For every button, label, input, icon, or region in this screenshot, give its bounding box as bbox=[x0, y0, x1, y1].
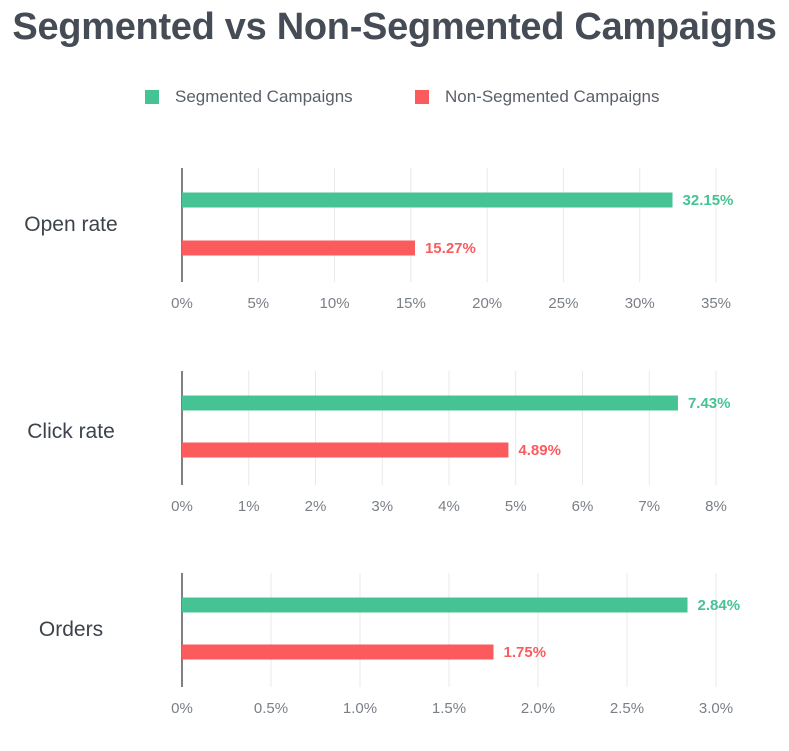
tick-label-click-rate-1: 1% bbox=[238, 498, 260, 515]
data-label-orders-segmented: 2.84% bbox=[698, 597, 741, 614]
tick-label-orders-3: 1.5% bbox=[432, 700, 466, 717]
tick-label-open-rate-3: 15% bbox=[396, 295, 426, 312]
tick-label-open-rate-2: 10% bbox=[320, 295, 350, 312]
category-label-open-rate: Open rate bbox=[24, 213, 117, 236]
category-label-click-rate: Click rate bbox=[27, 420, 115, 443]
bar-click-rate-segmented bbox=[182, 395, 678, 411]
tick-label-click-rate-4: 4% bbox=[438, 498, 460, 515]
legend-item-non-segmented: Non-Segmented Campaigns bbox=[415, 86, 660, 108]
tick-label-orders-4: 2.0% bbox=[521, 700, 555, 717]
tick-label-click-rate-2: 2% bbox=[305, 498, 327, 515]
legend-swatch-segmented bbox=[145, 90, 159, 104]
tick-label-click-rate-6: 6% bbox=[572, 498, 594, 515]
tick-label-open-rate-5: 25% bbox=[548, 295, 578, 312]
bar-orders-segmented bbox=[182, 597, 688, 613]
chart-title: Segmented vs Non-Segmented Campaigns bbox=[12, 6, 777, 48]
tick-label-click-rate-0: 0% bbox=[171, 498, 193, 515]
data-label-orders-non-segmented: 1.75% bbox=[504, 644, 547, 661]
tick-label-orders-2: 1.0% bbox=[343, 700, 377, 717]
data-label-click-rate-segmented: 7.43% bbox=[688, 395, 731, 412]
tick-label-orders-6: 3.0% bbox=[699, 700, 733, 717]
bar-orders-non-segmented bbox=[182, 644, 494, 660]
tick-label-click-rate-3: 3% bbox=[371, 498, 393, 515]
data-label-open-rate-segmented: 32.15% bbox=[683, 192, 734, 209]
legend-item-segmented: Segmented Campaigns bbox=[145, 86, 353, 108]
data-label-click-rate-non-segmented: 4.89% bbox=[518, 442, 561, 459]
legend-swatch-non-segmented bbox=[415, 90, 429, 104]
legend: Segmented Campaigns Non-Segmented Campai… bbox=[0, 86, 789, 108]
tick-label-open-rate-0: 0% bbox=[171, 295, 193, 312]
legend-label-non-segmented: Non-Segmented Campaigns bbox=[445, 87, 660, 106]
bar-open-rate-non-segmented bbox=[182, 240, 415, 256]
tick-label-open-rate-1: 5% bbox=[247, 295, 269, 312]
tick-label-open-rate-7: 35% bbox=[701, 295, 731, 312]
bar-open-rate-segmented bbox=[182, 192, 673, 208]
tick-label-click-rate-8: 8% bbox=[705, 498, 727, 515]
tick-label-click-rate-7: 7% bbox=[638, 498, 660, 515]
tick-label-open-rate-6: 30% bbox=[625, 295, 655, 312]
bar-click-rate-non-segmented bbox=[182, 442, 509, 458]
data-label-open-rate-non-segmented: 15.27% bbox=[425, 240, 476, 257]
tick-label-orders-5: 2.5% bbox=[610, 700, 644, 717]
tick-label-orders-1: 0.5% bbox=[254, 700, 288, 717]
tick-label-orders-0: 0% bbox=[171, 700, 193, 717]
legend-label-segmented: Segmented Campaigns bbox=[175, 87, 353, 106]
category-label-orders: Orders bbox=[39, 618, 103, 641]
tick-label-open-rate-4: 20% bbox=[472, 295, 502, 312]
tick-label-click-rate-5: 5% bbox=[505, 498, 527, 515]
